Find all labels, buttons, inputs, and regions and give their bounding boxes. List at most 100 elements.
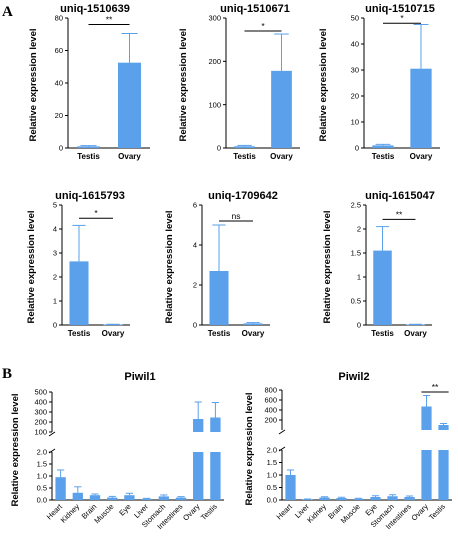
x-tick-label: Ovary: [242, 329, 265, 338]
y-tick-label: 0.0: [267, 496, 277, 505]
y-tick-label: 200: [34, 418, 47, 427]
bar-liver: [141, 498, 152, 500]
bar-muscle: [353, 498, 364, 500]
x-tick-label: Ovary: [270, 152, 293, 161]
y-tick-label: 0: [59, 144, 63, 153]
y-tick-label: 2.0: [37, 448, 47, 457]
y-tick-label: 300: [208, 14, 221, 23]
x-tick-label: Testis: [68, 329, 91, 338]
y-tick-label: 2.5: [351, 201, 361, 210]
y-tick-label: 1: [357, 273, 361, 282]
y-tick-label: 0: [355, 144, 359, 153]
bar-ovary: [410, 68, 432, 148]
chart-a6: uniq-1615047 0 0.5 1 1.5 2 2.5 Testis Ovary **: [351, 190, 435, 338]
y-tick-label: 3: [53, 249, 57, 258]
x-tick-label: Testis: [77, 152, 100, 161]
y-tick-label: 0: [193, 321, 197, 330]
y-tick-label: 400: [34, 398, 47, 407]
y-tick-label: 300: [34, 408, 47, 417]
x-tick-label: Muscle: [339, 502, 362, 525]
x-tick-label: Ovary: [181, 502, 202, 523]
y-tick-label: 600: [264, 396, 277, 405]
y-tick-label: 0: [357, 321, 361, 330]
bar-kidney: [319, 497, 330, 500]
chart-title: uniq-1615793: [55, 190, 125, 202]
y-tick-label: 1.0: [37, 472, 47, 481]
bar-ovary-lower-segment: [193, 452, 204, 500]
bar-testis: [372, 145, 394, 148]
bar-testis: [209, 271, 229, 325]
chart-title: uniq-1510715: [365, 3, 435, 15]
y-tick-label: 0.5: [351, 297, 361, 306]
axis-break-mark: [278, 429, 286, 435]
significance-label: *: [94, 208, 98, 218]
y-tick-label: 0.5: [267, 483, 277, 492]
x-tick-label: Ovary: [404, 329, 427, 338]
x-tick-label: Eye: [117, 502, 133, 518]
x-tick-label: Ovary: [409, 502, 430, 523]
y-tick-label: 1.5: [37, 460, 47, 469]
bar-ovary-upper-segment: [193, 419, 204, 432]
y-tick-label: 20: [351, 92, 359, 101]
x-tick-label: Testis: [372, 152, 395, 161]
y-tick-label: 5: [53, 201, 57, 210]
y-tick-label: 100: [34, 428, 47, 437]
x-tick-label: Testis: [199, 502, 219, 522]
chart-a2: uniq-1510671 0 100 200 300 Testis Ovary *: [208, 3, 300, 161]
y-tick-label: 60: [55, 46, 63, 55]
y-tick-label: 200: [264, 416, 277, 425]
bar-eye: [124, 495, 135, 500]
y-axis-label: Relative expression level: [10, 393, 21, 506]
y-tick-label: 4: [193, 241, 197, 250]
y-tick-label: 4: [53, 225, 57, 234]
chart-title: uniq-1615047: [365, 190, 435, 202]
y-tick-label: 1.5: [267, 458, 277, 467]
bar-eye: [370, 497, 381, 500]
y-tick-label: 2.0: [267, 446, 277, 455]
chart-title: Piwil1: [124, 371, 155, 383]
bar-intestines: [404, 497, 415, 500]
bar-muscle: [107, 497, 118, 500]
chart-a1: uniq-1510639 0 20 40 60 80 Testis Ovary **: [55, 3, 150, 161]
y-tick-label: 40: [55, 79, 63, 88]
x-tick-label: Heart: [275, 501, 295, 521]
y-tick-label: 500: [34, 388, 47, 397]
y-axis-label: Relative expression level: [318, 28, 329, 141]
bar-testis: [373, 250, 392, 325]
chart-a5: uniq-1709642 0 2 4 6 Testis Ovary ns: [193, 190, 278, 338]
bar-intestines: [175, 497, 187, 500]
x-tick-label: Kidney: [59, 502, 82, 525]
significance-label: **: [396, 209, 403, 219]
y-tick-label: 10: [351, 118, 359, 127]
y-tick-label: 0.0: [37, 496, 47, 505]
bar-brain: [89, 495, 101, 500]
y-tick-label: 2: [193, 281, 197, 290]
chart-title: Piwil2: [338, 371, 369, 383]
x-tick-label: Testis: [208, 329, 231, 338]
bar-ovary: [271, 70, 292, 148]
bar-kidney: [72, 492, 83, 500]
bar-liver: [302, 499, 313, 500]
bar-ovary-lower-segment: [421, 450, 432, 500]
y-tick-label: 1.0: [267, 471, 277, 480]
significance-label: *: [261, 21, 265, 31]
y-tick-label: 2: [357, 225, 361, 234]
x-tick-label: Testis: [371, 329, 394, 338]
bar-stomach: [387, 496, 398, 500]
y-tick-label: 20: [55, 111, 63, 120]
y-axis-label: Relative expression level: [164, 210, 175, 323]
y-tick-label: 50: [351, 14, 359, 23]
y-axis-label: Relative expression level: [26, 210, 37, 323]
y-tick-label: 1: [53, 297, 57, 306]
chart-title: uniq-1510671: [220, 3, 290, 15]
y-tick-label: 800: [264, 386, 277, 395]
bar-heart: [285, 475, 296, 500]
y-axis-label: Relative expression level: [244, 392, 255, 505]
y-axis-label: Relative expression level: [178, 28, 189, 141]
panel-letter-b: B: [2, 366, 12, 382]
bar-testis-upper-segment: [438, 425, 449, 430]
x-tick-label: Testis: [427, 502, 447, 522]
bar-ovary-upper-segment: [421, 406, 432, 430]
y-tick-label: 1.5: [351, 249, 361, 258]
